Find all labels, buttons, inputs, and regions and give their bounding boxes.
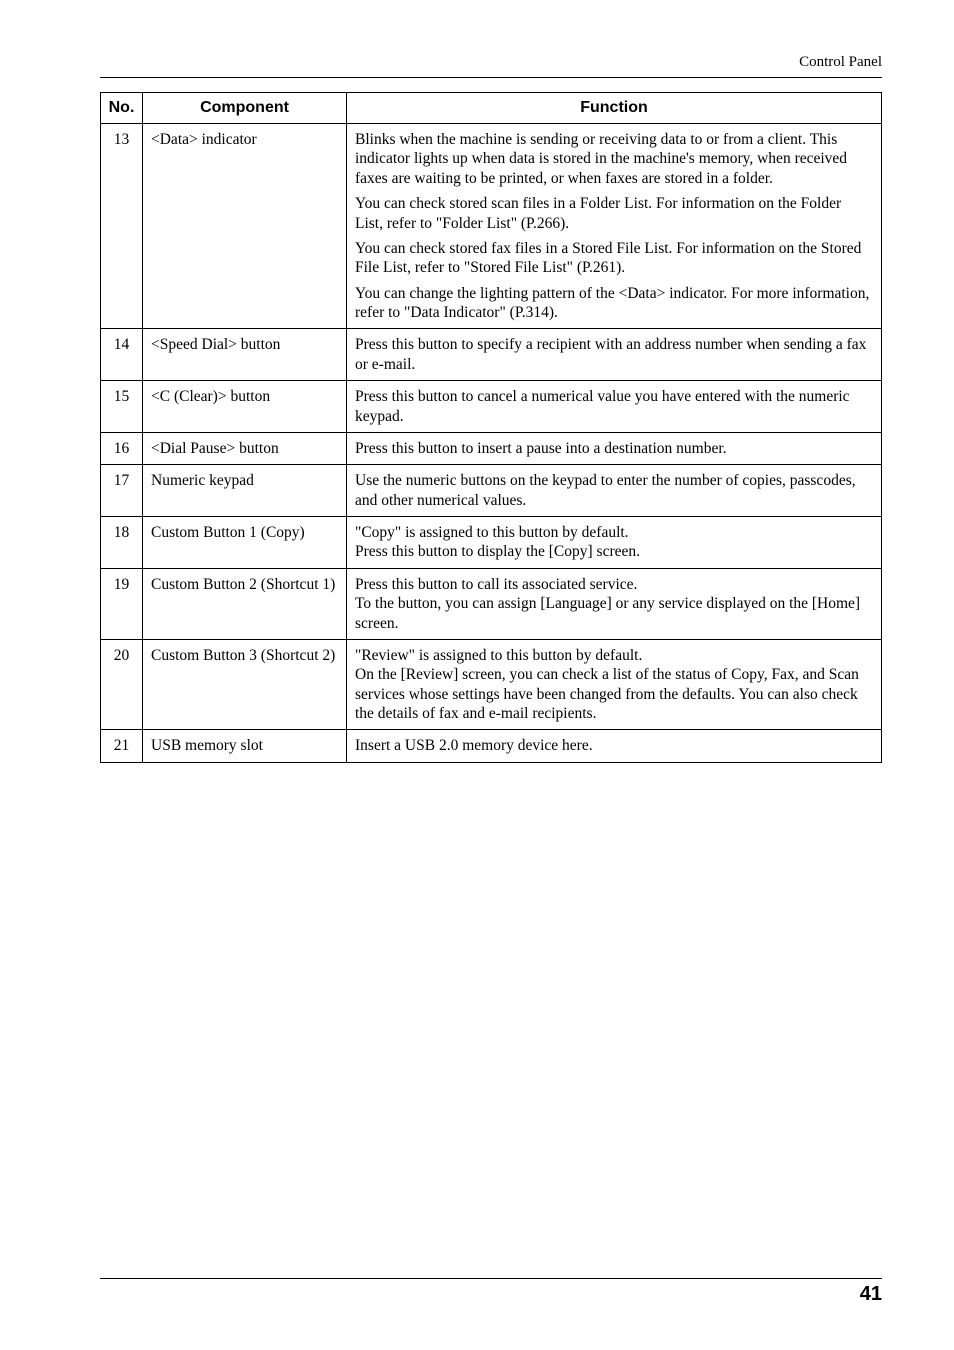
col-header-component: Component xyxy=(143,93,347,124)
cell-no: 21 xyxy=(101,730,143,762)
function-paragraph: Use the numeric buttons on the keypad to… xyxy=(355,471,873,510)
function-paragraph: Blinks when the machine is sending or re… xyxy=(355,130,873,188)
table-row: 18Custom Button 1 (Copy)"Copy" is assign… xyxy=(101,517,882,569)
function-paragraph: "Copy" is assigned to this button by def… xyxy=(355,523,873,562)
control-panel-table: No. Component Function 13<Data> indicato… xyxy=(100,92,882,763)
section-title: Control Panel xyxy=(799,54,882,71)
cell-no: 16 xyxy=(101,432,143,464)
cell-no: 14 xyxy=(101,329,143,381)
cell-no: 19 xyxy=(101,568,143,639)
col-header-no: No. xyxy=(101,93,143,124)
table-header-row: No. Component Function xyxy=(101,93,882,124)
function-paragraph: "Review" is assigned to this button by d… xyxy=(355,646,873,724)
function-paragraph: Insert a USB 2.0 memory device here. xyxy=(355,736,873,755)
table-row: 13<Data> indicatorBlinks when the machin… xyxy=(101,124,882,329)
table-row: 16<Dial Pause> button Press this button t… xyxy=(101,432,882,464)
cell-function: "Review" is assigned to this button by d… xyxy=(347,639,882,730)
table-row: 17Numeric keypadUse the numeric buttons … xyxy=(101,465,882,517)
cell-component: <Speed Dial> button xyxy=(143,329,347,381)
cell-no: 13 xyxy=(101,124,143,329)
cell-component: Custom Button 1 (Copy) xyxy=(143,517,347,569)
cell-component: Custom Button 3 (Shortcut 2) xyxy=(143,639,347,730)
table-row: 14<Speed Dial> buttonPress this button t… xyxy=(101,329,882,381)
cell-no: 20 xyxy=(101,639,143,730)
cell-no: 18 xyxy=(101,517,143,569)
page-footer: 41 xyxy=(100,1278,882,1306)
page: Control Panel No. Component Function 13<… xyxy=(0,0,954,1350)
cell-no: 15 xyxy=(101,381,143,433)
function-paragraph: You can change the lighting pattern of t… xyxy=(355,284,873,323)
cell-no: 17 xyxy=(101,465,143,517)
cell-function: Press this button to call its associated… xyxy=(347,568,882,639)
function-paragraph: Press this button to cancel a numerical … xyxy=(355,387,873,426)
cell-function: "Copy" is assigned to this button by def… xyxy=(347,517,882,569)
cell-component: <Data> indicator xyxy=(143,124,347,329)
cell-component: Numeric keypad xyxy=(143,465,347,517)
table-row: 15<C (Clear)> buttonPress this button to… xyxy=(101,381,882,433)
cell-function: Blinks when the machine is sending or re… xyxy=(347,124,882,329)
table-row: 21USB memory slot Insert a USB 2.0 memory… xyxy=(101,730,882,762)
function-paragraph: Press this button to call its associated… xyxy=(355,575,873,633)
cell-function: Press this button to insert a pause into… xyxy=(347,432,882,464)
cell-component: Custom Button 2 (Shortcut 1) xyxy=(143,568,347,639)
function-paragraph: Press this button to specify a recipient… xyxy=(355,335,873,374)
cell-function: Press this button to cancel a numerical … xyxy=(347,381,882,433)
page-number: 41 xyxy=(860,1283,882,1305)
function-paragraph: You can check stored scan files in a Fol… xyxy=(355,194,873,233)
table-row: 20Custom Button 3 (Shortcut 2)"Review" i… xyxy=(101,639,882,730)
cell-component: USB memory slot xyxy=(143,730,347,762)
cell-function: Insert a USB 2.0 memory device here. xyxy=(347,730,882,762)
cell-component: <C (Clear)> button xyxy=(143,381,347,433)
function-paragraph: You can check stored fax files in a Stor… xyxy=(355,239,873,278)
cell-function: Press this button to specify a recipient… xyxy=(347,329,882,381)
cell-function: Use the numeric buttons on the keypad to… xyxy=(347,465,882,517)
page-header: Control Panel xyxy=(100,54,882,78)
cell-component: <Dial Pause> button xyxy=(143,432,347,464)
table-row: 19Custom Button 2 (Shortcut 1)Press this… xyxy=(101,568,882,639)
function-paragraph: Press this button to insert a pause into… xyxy=(355,439,873,458)
col-header-function: Function xyxy=(347,93,882,124)
